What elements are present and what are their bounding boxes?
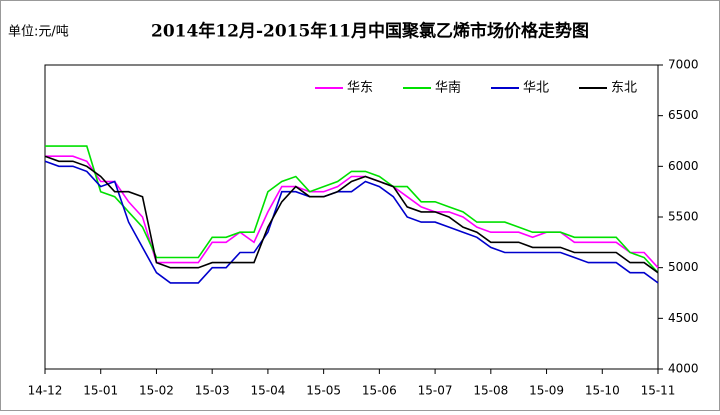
x-tick-label: 15-05 [306, 384, 341, 398]
y-tick-label: 6500 [668, 108, 699, 122]
x-tick-label: 15-07 [418, 384, 453, 398]
legend-label: 东北 [611, 81, 637, 96]
unit-label: 单位:元/吨 [8, 25, 69, 40]
x-tick-label: 14-12 [28, 384, 63, 398]
y-tick-label: 6000 [668, 159, 699, 173]
y-tick-label: 5000 [668, 260, 699, 274]
line-series [44, 160, 659, 284]
legend-label: 华北 [523, 81, 549, 96]
y-tick-label: 4000 [668, 362, 699, 376]
x-tick-label: 15-10 [585, 384, 620, 398]
y-tick-label: 5500 [668, 210, 699, 224]
x-tick-label: 15-02 [139, 384, 174, 398]
y-tick-label: 7000 [668, 58, 699, 72]
x-tick-label: 15-11 [641, 384, 676, 398]
x-tick-label: 15-06 [362, 384, 397, 398]
y-tick-label: 4500 [668, 311, 699, 325]
x-tick-label: 15-03 [195, 384, 230, 398]
x-tick-label: 15-04 [250, 384, 285, 398]
legend-label: 华东 [347, 81, 373, 96]
x-tick-label: 15-01 [83, 384, 118, 398]
chart-title: 2014年12月-2015年11月中国聚氯乙烯市场价格走势图 [151, 21, 589, 42]
line-series [44, 155, 659, 274]
x-tick-label: 15-09 [529, 384, 564, 398]
line-series [45, 145, 659, 274]
x-tick-label: 15-08 [473, 384, 508, 398]
legend-label: 华南 [435, 80, 461, 96]
